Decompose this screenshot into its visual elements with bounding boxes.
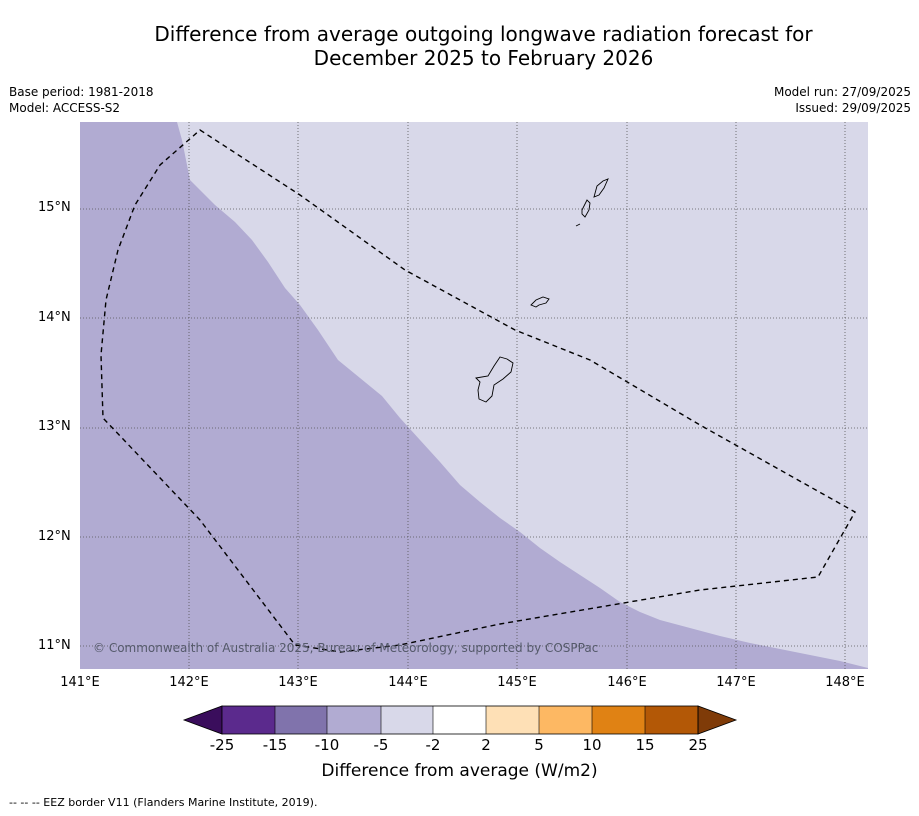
colorbar-dividers (274, 706, 646, 734)
colorbar-swatch (222, 706, 275, 734)
lon-label: 147°E (716, 675, 756, 690)
title-line-2: December 2025 to February 2026 (313, 46, 654, 70)
colorbar-swatch (592, 706, 645, 734)
colorbar-tick: 10 (582, 736, 602, 754)
colorbar-tick: 5 (534, 736, 544, 754)
lon-label: 146°E (607, 675, 647, 690)
colorbar-extend-low (182, 705, 223, 735)
chart-title: Difference from average outgoing longwav… (0, 22, 919, 70)
gridlines (80, 122, 868, 669)
island-saipan (593, 178, 609, 198)
colorbar-swatch (381, 706, 433, 734)
island-tinian (581, 199, 591, 218)
lon-label: 144°E (388, 675, 428, 690)
colorbar-outline (221, 705, 699, 735)
title-line-1: Difference from average outgoing longwav… (154, 22, 813, 46)
base-period: Base period: 1981-2018 (9, 85, 154, 99)
lon-label: 148°E (825, 675, 865, 690)
model-name: Model: ACCESS-S2 (9, 101, 121, 115)
colorbar-tick: 15 (635, 736, 655, 754)
eez-border (100, 129, 856, 653)
colorbar-tick: -2 (425, 736, 441, 754)
island-aguijan (575, 223, 581, 227)
lat-label: 14°N (38, 310, 71, 325)
colorbar-tick: 25 (688, 736, 708, 754)
colorbar-extend-high (697, 705, 738, 735)
islands (475, 178, 609, 403)
meta-left: Base period: 1981-2018 Model: ACCESS-S2 (9, 84, 154, 116)
lat-label: 12°N (38, 529, 71, 544)
colorbar-swatch (433, 706, 486, 734)
colorbar-tick: 2 (481, 736, 491, 754)
colorbar-tick: -5 (373, 736, 389, 754)
lon-label: 142°E (169, 675, 209, 690)
colorbar-tick: -10 (314, 736, 340, 754)
colorbar-swatch (486, 706, 539, 734)
colorbar-label: Difference from average (W/m2) (0, 761, 919, 781)
lon-label: 145°E (497, 675, 537, 690)
footer-legend: -- -- -- EEZ border V11 (Flanders Marine… (9, 796, 318, 809)
colorbar-label-text: Difference from average (W/m2) (321, 761, 598, 781)
colorbar-tick: -15 (262, 736, 288, 754)
colorbar-swatch (275, 706, 327, 734)
lat-label: 13°N (38, 419, 71, 434)
colorbar-swatch (539, 706, 592, 734)
model-run: Model run: 27/09/2025 (773, 85, 911, 99)
lon-label: 143°E (278, 675, 318, 690)
colorbar-swatch (645, 706, 698, 734)
copyright-text: © Commonwealth of Australia 2025, Bureau… (93, 641, 599, 655)
region-dark (80, 122, 868, 669)
island-rota (530, 296, 550, 308)
colorbar-tick: -25 (209, 736, 235, 754)
issued-date: Issued: 29/09/2025 (795, 101, 911, 115)
colorbar-swatch (327, 706, 381, 734)
island-guam (475, 356, 514, 403)
lon-label: 141°E (60, 675, 100, 690)
meta-right: Model run: 27/09/2025 Issued: 29/09/2025 (774, 84, 911, 116)
lat-label: 11°N (38, 638, 71, 653)
lat-label: 15°N (38, 200, 71, 215)
